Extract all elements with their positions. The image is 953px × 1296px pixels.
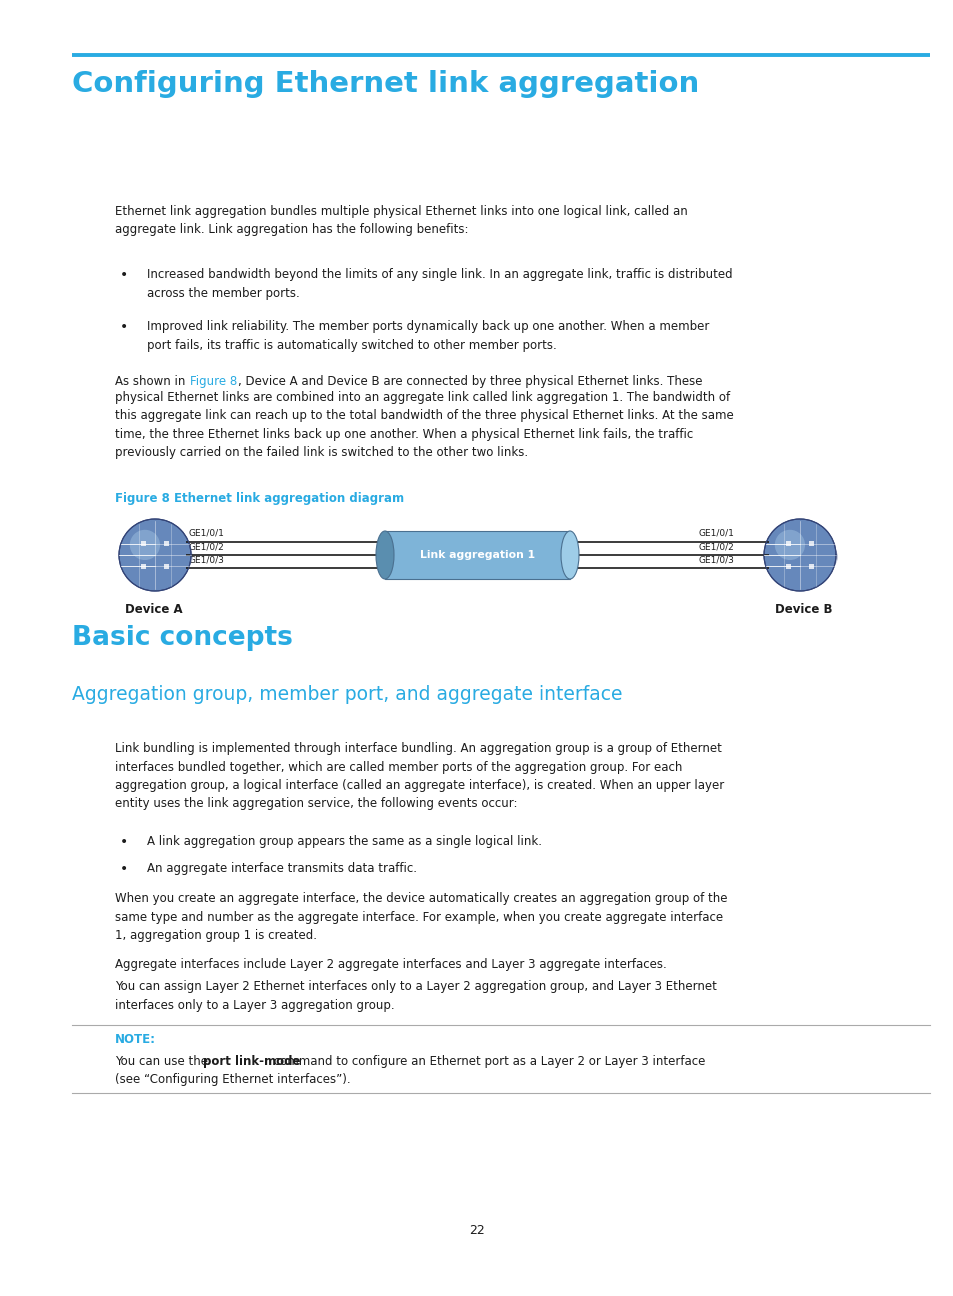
Ellipse shape	[560, 531, 578, 579]
Text: physical Ethernet links are combined into an aggregate link called link aggregat: physical Ethernet links are combined int…	[115, 391, 733, 460]
Circle shape	[763, 518, 835, 591]
Bar	[164, 564, 169, 569]
Text: Link bundling is implemented through interface bundling. An aggregation group is: Link bundling is implemented through int…	[115, 743, 723, 810]
Ellipse shape	[121, 538, 193, 577]
Bar	[808, 540, 813, 546]
Circle shape	[774, 530, 804, 560]
Text: port link-mode: port link-mode	[203, 1055, 300, 1068]
Text: •: •	[120, 835, 128, 849]
Text: Configuring Ethernet link aggregation: Configuring Ethernet link aggregation	[71, 70, 699, 98]
Text: Ethernet link aggregation bundles multiple physical Ethernet links into one logi: Ethernet link aggregation bundles multip…	[115, 205, 687, 236]
Text: Figure 8: Figure 8	[190, 375, 237, 388]
Text: Improved link reliability. The member ports dynamically back up one another. Whe: Improved link reliability. The member po…	[147, 320, 709, 351]
Text: GE1/0/1: GE1/0/1	[698, 529, 734, 538]
Bar	[141, 564, 146, 569]
Text: Link aggregation 1: Link aggregation 1	[419, 550, 535, 560]
Text: •: •	[120, 268, 128, 283]
Bar	[808, 564, 813, 569]
Text: GE1/0/3: GE1/0/3	[698, 556, 734, 565]
Text: , Device A and Device B are connected by three physical Ethernet links. These: , Device A and Device B are connected by…	[237, 375, 701, 388]
Text: GE1/0/1: GE1/0/1	[189, 529, 224, 538]
Text: Figure 8 Ethernet link aggregation diagram: Figure 8 Ethernet link aggregation diagr…	[115, 492, 404, 505]
Text: GE1/0/2: GE1/0/2	[189, 542, 224, 551]
Text: You can assign Layer 2 Ethernet interfaces only to a Layer 2 aggregation group, : You can assign Layer 2 Ethernet interfac…	[115, 980, 716, 1011]
Text: An aggregate interface transmits data traffic.: An aggregate interface transmits data tr…	[147, 862, 416, 875]
Text: Device A: Device A	[125, 603, 182, 616]
Bar	[785, 564, 790, 569]
Ellipse shape	[765, 538, 837, 577]
Text: (see “Configuring Ethernet interfaces”).: (see “Configuring Ethernet interfaces”).	[115, 1073, 351, 1086]
Text: Aggregation group, member port, and aggregate interface: Aggregation group, member port, and aggr…	[71, 686, 622, 704]
Text: Aggregate interfaces include Layer 2 aggregate interfaces and Layer 3 aggregate : Aggregate interfaces include Layer 2 agg…	[115, 958, 666, 971]
Bar	[141, 540, 146, 546]
Text: 22: 22	[469, 1223, 484, 1236]
Text: Increased bandwidth beyond the limits of any single link. In an aggregate link, : Increased bandwidth beyond the limits of…	[147, 268, 732, 299]
Text: When you create an aggregate interface, the device automatically creates an aggr: When you create an aggregate interface, …	[115, 892, 727, 942]
Text: GE1/0/2: GE1/0/2	[698, 542, 734, 551]
Text: NOTE:: NOTE:	[115, 1033, 156, 1046]
Text: As shown in: As shown in	[115, 375, 189, 388]
Polygon shape	[385, 531, 569, 579]
Ellipse shape	[375, 531, 394, 579]
Text: command to configure an Ethernet port as a Layer 2 or Layer 3 interface: command to configure an Ethernet port as…	[270, 1055, 704, 1068]
Text: •: •	[120, 862, 128, 876]
Text: A link aggregation group appears the same as a single logical link.: A link aggregation group appears the sam…	[147, 835, 541, 848]
Text: •: •	[120, 320, 128, 334]
Text: You can use the: You can use the	[115, 1055, 212, 1068]
Bar	[785, 540, 790, 546]
Text: Device B: Device B	[774, 603, 832, 616]
Circle shape	[130, 530, 160, 560]
Bar	[164, 540, 169, 546]
Text: Basic concepts: Basic concepts	[71, 625, 293, 651]
Circle shape	[119, 518, 191, 591]
Text: GE1/0/3: GE1/0/3	[189, 556, 224, 565]
